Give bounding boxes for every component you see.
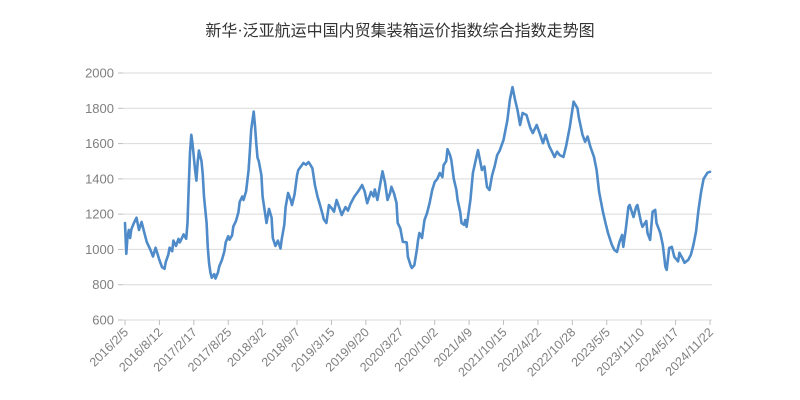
index-line-series <box>123 85 712 280</box>
y-axis-label: 800 <box>92 277 114 292</box>
y-axis-label: 1800 <box>85 101 114 116</box>
y-axis-label: 1600 <box>85 136 114 151</box>
y-axis-label: 600 <box>92 313 114 328</box>
y-axis-label: 1400 <box>85 171 114 186</box>
y-axis-label: 1000 <box>85 242 114 257</box>
y-axis-label: 2000 <box>85 66 114 81</box>
chart-title: 新华·泛亚航运中国内贸集装箱运价指数综合指数走势图 <box>205 23 595 40</box>
y-axis-label: 1200 <box>85 207 114 222</box>
